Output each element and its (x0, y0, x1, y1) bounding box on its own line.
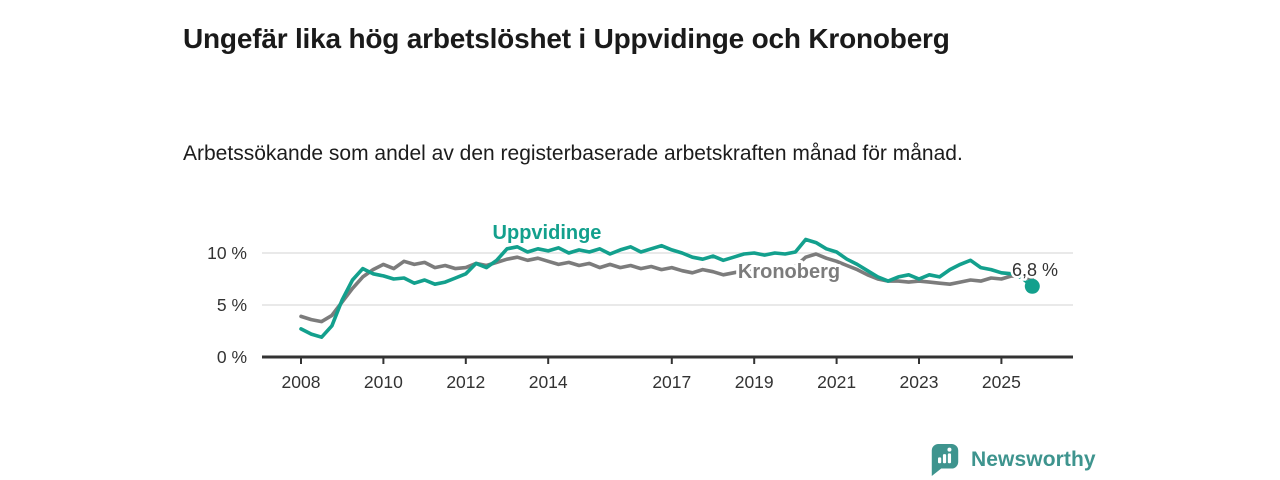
x-tick-label: 2017 (652, 372, 691, 392)
y-tick-label: 10 % (207, 243, 247, 263)
x-tick-label: 2010 (364, 372, 403, 392)
newsworthy-brand-text: Newsworthy (971, 448, 1096, 471)
x-tick-label: 2014 (529, 372, 568, 392)
newsworthy-brand-link[interactable]: Newsworthy (928, 442, 1096, 478)
y-tick-label: 5 % (217, 295, 247, 315)
chart-subtitle: Arbetssökande som andel av den registerb… (183, 142, 963, 165)
x-tick-label: 2023 (900, 372, 939, 392)
x-tick-label: 2019 (735, 372, 774, 392)
newsworthy-logo-icon (931, 443, 959, 477)
line-uppvidinge (299, 237, 1035, 339)
x-tick-label: 2025 (982, 372, 1021, 392)
unemployment-line-chart: 2008 2010 2012 2014 2017 2019 2021 2023 2025 0 % 5… (180, 205, 1100, 400)
page-title: Ungefär lika hög arbetslöshet i Uppvidin… (183, 22, 950, 54)
y-tick-label: 0 % (217, 347, 247, 367)
series-label-kronoberg: Kronoberg (738, 261, 840, 283)
chart-canvas: 2008 2010 2012 2014 2017 2019 2021 2023 2025 0 % 5… (207, 219, 1073, 392)
line-kronoberg (299, 252, 1035, 324)
x-tick-label: 2008 (282, 372, 321, 392)
end-value-label: 6,8 % (1012, 260, 1058, 280)
x-tick-label: 2021 (817, 372, 856, 392)
end-point-dot (1024, 278, 1040, 294)
series-label-uppvidinge: Uppvidinge (493, 222, 602, 244)
x-tick-label: 2012 (446, 372, 485, 392)
